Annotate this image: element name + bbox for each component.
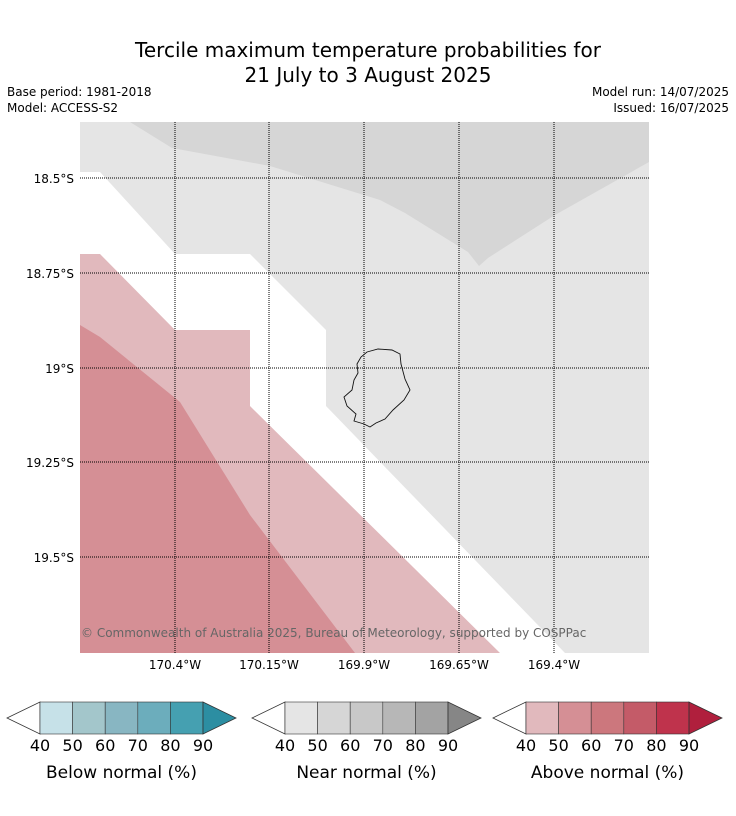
- meta-right: Model run: 14/07/2025 Issued: 16/07/2025: [592, 84, 729, 116]
- colorbar-segment: [72, 701, 106, 735]
- colorbar-segment: [525, 701, 559, 735]
- lon-labels: 170.4°W 170.15°W 169.9°W 169.65°W 169.4°…: [149, 658, 580, 672]
- lat-labels: 18.5°S 18.75°S 19°S 19.25°S 19.5°S: [26, 172, 74, 565]
- island-outline: [343, 348, 411, 428]
- lat-label: 19.25°S: [26, 456, 74, 470]
- colorbar-segment: [590, 701, 625, 735]
- colorbar-segment: [317, 701, 351, 735]
- lon-label: 169.4°W: [528, 658, 580, 672]
- colorbar-segment: [104, 701, 139, 735]
- colorbar-tick-label: 40: [275, 736, 295, 755]
- colorbar-tick-label: 40: [30, 736, 50, 755]
- lat-label: 18.5°S: [34, 172, 74, 186]
- colorbar-tick-label: 50: [307, 736, 327, 755]
- colorbar-segment: [558, 701, 592, 735]
- colorbar-tick-label: 60: [340, 736, 360, 755]
- map-title: Tercile maximum temperature probabilitie…: [0, 38, 736, 88]
- meta-left: Base period: 1981-2018 Model: ACCESS-S2: [7, 84, 152, 116]
- base-period: Base period: 1981-2018: [7, 85, 152, 99]
- colorbar-segment: [415, 701, 449, 735]
- colorbar-tick-label: 80: [160, 736, 180, 755]
- colorbar-tick-label: 50: [62, 736, 82, 755]
- copyright-notice: © Commonwealth of Australia 2025, Bureau…: [81, 626, 586, 640]
- lon-label: 169.65°W: [429, 658, 489, 672]
- colorbar-below-normal: 40 50 60 70 80 90 Below normal (%): [6, 701, 237, 783]
- colorbar-min-extend: [251, 701, 286, 735]
- colorbar-label: Below normal (%): [46, 763, 197, 783]
- gridlines: [80, 122, 649, 653]
- colorbar-segment: [170, 701, 204, 735]
- colorbar-segment: [137, 701, 171, 735]
- model-name: Model: ACCESS-S2: [7, 101, 119, 115]
- lon-label: 170.4°W: [149, 658, 201, 672]
- colorbar-segment: [284, 701, 318, 735]
- colorbar-max-extend: [202, 701, 237, 735]
- colorbar-tick-label: 70: [614, 736, 634, 755]
- colorbar-tick-label: 60: [581, 736, 601, 755]
- lon-label: 169.9°W: [338, 658, 390, 672]
- colorbar-label: Near normal (%): [296, 763, 436, 783]
- map-area: © Commonwealth of Australia 2025, Bureau…: [80, 122, 649, 653]
- colorbar-segment: [382, 701, 416, 735]
- lat-label: 19°S: [45, 362, 74, 376]
- colorbar-segment: [623, 701, 657, 735]
- colorbar-tick-label: 90: [193, 736, 213, 755]
- model-run: Model run: 14/07/2025: [591, 85, 729, 99]
- issued-date: Issued: 16/07/2025: [613, 101, 729, 115]
- colorbar-tick-label: 80: [405, 736, 425, 755]
- lat-label: 18.75°S: [26, 267, 74, 281]
- lat-label: 19.5°S: [34, 551, 74, 565]
- colorbar-tick-label: 50: [548, 736, 568, 755]
- near-normal-50-region: [130, 122, 649, 266]
- colorbar-tick-label: 40: [516, 736, 536, 755]
- colorbar-min-extend: [6, 701, 41, 735]
- title-line-2: 21 July to 3 August 2025: [244, 63, 492, 87]
- colorbar-tick-label: 70: [128, 736, 148, 755]
- colorbar-tick-label: 90: [438, 736, 458, 755]
- colorbar-above-normal: 40 50 60 70 80 90 Above normal (%): [492, 701, 723, 783]
- colorbar-tick-label: 80: [646, 736, 666, 755]
- colorbar-segment: [39, 701, 73, 735]
- lon-label: 170.15°W: [239, 658, 299, 672]
- title-line-1: Tercile maximum temperature probabilitie…: [135, 38, 601, 62]
- colorbar-label: Above normal (%): [531, 763, 684, 783]
- colorbar-max-extend: [447, 701, 482, 735]
- colorbar-tick-label: 70: [373, 736, 393, 755]
- colorbar-max-extend: [688, 701, 723, 735]
- above-normal-50-region: [80, 325, 355, 653]
- colorbar-segment: [349, 701, 384, 735]
- colorbar-min-extend: [492, 701, 527, 735]
- colorbar-tick-label: 90: [679, 736, 699, 755]
- colorbar-tick-label: 60: [95, 736, 115, 755]
- colorbar-segment: [656, 701, 690, 735]
